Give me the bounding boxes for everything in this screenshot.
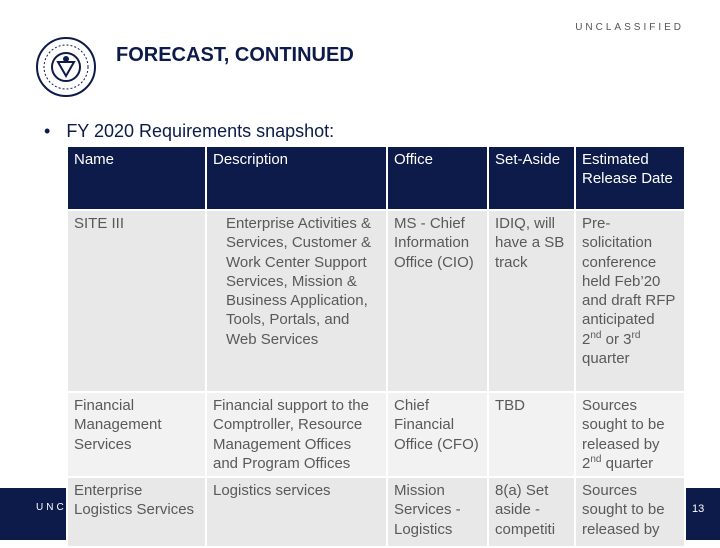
table-cell: SITE III bbox=[66, 209, 207, 393]
column-header: Estimated Release Date bbox=[574, 145, 686, 211]
text-run: Pre-solicitation conference held Feb’20 … bbox=[582, 215, 676, 348]
table-cell: TBD bbox=[487, 390, 576, 479]
text-run: Sources sought to be released by 2 bbox=[582, 397, 665, 472]
classification: UNCLASSIFIED bbox=[575, 22, 684, 33]
column-header: Description bbox=[205, 145, 388, 211]
superscript: rd bbox=[631, 329, 641, 341]
table-cell: Enterprise Activities & Services, Custom… bbox=[205, 209, 388, 393]
table-cell: Financial Management Services bbox=[66, 390, 207, 479]
footer-classification: UNCL bbox=[36, 502, 76, 513]
slide-title: FORECAST, CONTINUED bbox=[116, 44, 354, 66]
superscript: nd bbox=[590, 329, 602, 341]
page-number: 13 bbox=[692, 503, 705, 515]
header-row: Name Description Office Set-Aside Estimated … bbox=[66, 145, 686, 211]
table-row: Financial Management Services Financial s… bbox=[66, 390, 686, 479]
text-run: quarter bbox=[582, 350, 630, 368]
table-cell: Logistics services bbox=[205, 476, 388, 548]
table-cell: Financial support to the Comptroller, Re… bbox=[205, 390, 388, 479]
table-cell: Sources sought to be released by 2nd qua… bbox=[574, 390, 686, 479]
superscript: nd bbox=[590, 453, 602, 465]
requirements-table: Name Description Office Set-Aside Estimated … bbox=[66, 145, 686, 548]
column-header: Set-Aside bbox=[487, 145, 576, 211]
table-cell: Enterprise Logistics Services bbox=[66, 476, 207, 548]
table-cell: IDIQ, will have a SB track bbox=[487, 209, 576, 393]
table-row: SITE III Enterprise Activities & Services… bbox=[66, 209, 686, 393]
text-run: quarter bbox=[601, 454, 654, 472]
column-header: Office bbox=[386, 145, 489, 211]
text-run: or 3 bbox=[601, 330, 632, 348]
table-cell: Chief Financial Office (CFO) bbox=[386, 390, 489, 479]
table-cell: Mission Services - Logistics bbox=[386, 476, 489, 548]
bullet: FY 2020 Requirements snapshot: bbox=[44, 121, 334, 142]
table-cell: Sources sought to be released by bbox=[574, 476, 686, 548]
table-cell: Pre-solicitation conference held Feb’20 … bbox=[574, 209, 686, 393]
column-header: Name bbox=[66, 145, 207, 211]
table-row: Enterprise Logistics Services Logistics s… bbox=[66, 476, 686, 548]
table-cell: 8(a) Set aside - competiti bbox=[487, 476, 576, 548]
seal-logo bbox=[36, 37, 96, 97]
table-cell: MS - Chief Information Office (CIO) bbox=[386, 209, 489, 393]
